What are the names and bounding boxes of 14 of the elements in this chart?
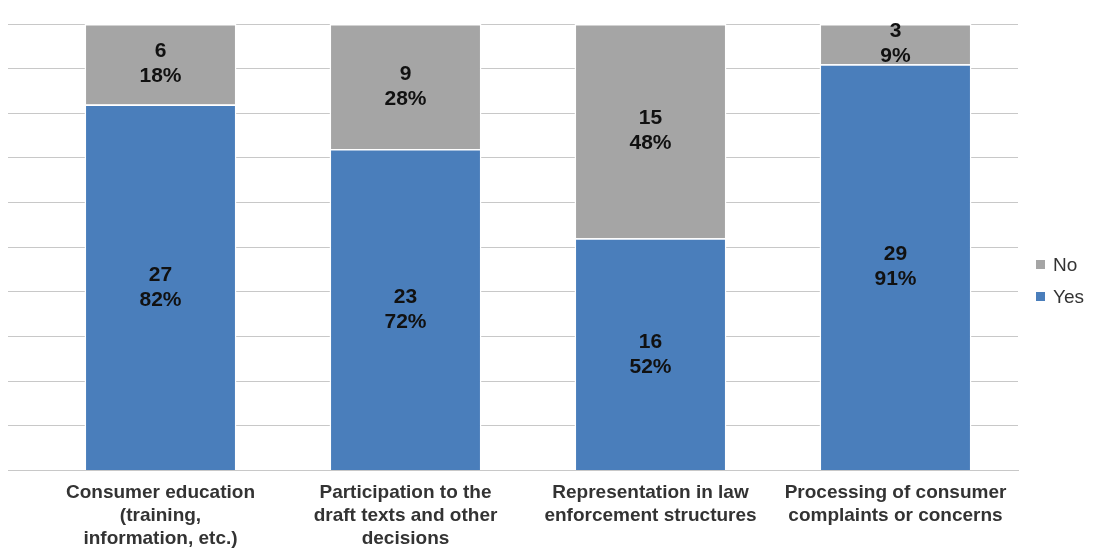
data-label: 23 72% — [384, 283, 427, 332]
data-label: 29 91% — [874, 241, 917, 290]
data-label: 15 48% — [629, 105, 672, 154]
legend-label: No — [1053, 253, 1078, 276]
data-label: 9 28% — [384, 60, 427, 109]
x-tick-label: Processing of consumer complaints or concerns — [784, 481, 1007, 526]
x-tick-label: Consumer education (training, information, etc.) — [66, 481, 255, 548]
data-label: 27 82% — [139, 261, 182, 310]
x-tick-label: Representation in law enforcement structures — [544, 481, 757, 526]
x-tick-label: Participation to the draft texts and other decisions — [313, 481, 498, 548]
legend-label: Yes — [1053, 285, 1084, 308]
data-label: 3 9% — [880, 18, 911, 67]
data-label: 16 52% — [629, 328, 672, 377]
data-label: 6 18% — [139, 38, 182, 87]
